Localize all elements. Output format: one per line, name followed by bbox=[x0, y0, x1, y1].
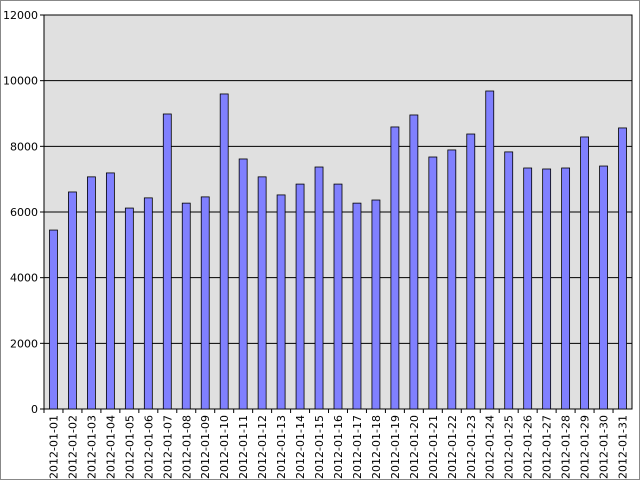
x-tick-label: 2012-01-10 bbox=[218, 415, 231, 479]
x-tick-label: 2012-01-16 bbox=[332, 415, 345, 479]
x-tick-label: 2012-01-15 bbox=[313, 415, 326, 479]
bar bbox=[523, 167, 533, 410]
y-tick-label: 12000 bbox=[3, 9, 38, 22]
y-tick-label: 0 bbox=[31, 403, 38, 416]
bar bbox=[87, 176, 96, 410]
bar bbox=[561, 167, 571, 410]
bar bbox=[352, 202, 362, 410]
bar bbox=[276, 194, 286, 410]
bar bbox=[162, 113, 172, 410]
bar bbox=[618, 127, 627, 410]
y-tick-label: 2000 bbox=[10, 337, 38, 350]
x-tick-label: 2012-01-19 bbox=[389, 415, 402, 479]
bar bbox=[257, 176, 267, 410]
bar bbox=[238, 158, 248, 410]
x-tick-label: 2012-01-12 bbox=[256, 415, 269, 479]
bar bbox=[49, 229, 58, 410]
bar bbox=[409, 114, 419, 410]
y-tick-label: 6000 bbox=[10, 206, 38, 219]
bar bbox=[485, 90, 495, 410]
bar bbox=[580, 136, 589, 410]
x-tick-label: 2012-01-02 bbox=[66, 415, 79, 479]
y-tick-label: 10000 bbox=[3, 75, 38, 88]
bar bbox=[68, 191, 77, 410]
bar bbox=[390, 126, 400, 410]
x-tick-label: 2012-01-23 bbox=[465, 415, 478, 479]
bar bbox=[295, 183, 305, 410]
y-tick-label: 4000 bbox=[10, 272, 38, 285]
x-tick-label: 2012-01-24 bbox=[484, 415, 497, 479]
bar bbox=[219, 93, 229, 410]
x-tick-label: 2012-01-21 bbox=[427, 415, 440, 479]
bar bbox=[428, 156, 438, 410]
x-tick-label: 2012-01-31 bbox=[617, 415, 630, 479]
x-tick-label: 2012-01-28 bbox=[560, 415, 573, 479]
x-tick-label: 2012-01-08 bbox=[180, 415, 193, 479]
x-tick-label: 2012-01-22 bbox=[446, 415, 459, 479]
x-tick-label: 2012-01-07 bbox=[161, 415, 174, 479]
x-tick-label: 2012-01-09 bbox=[199, 415, 212, 479]
bar bbox=[466, 133, 476, 410]
bar bbox=[447, 149, 457, 410]
x-tick-label: 2012-01-26 bbox=[522, 415, 535, 479]
bar bbox=[314, 166, 324, 410]
y-tick-label: 8000 bbox=[10, 140, 38, 153]
bar bbox=[181, 202, 191, 410]
x-tick-label: 2012-01-01 bbox=[47, 415, 60, 479]
bar bbox=[371, 199, 381, 410]
bar bbox=[504, 151, 514, 410]
bar bbox=[124, 207, 134, 410]
x-tick-label: 2012-01-29 bbox=[579, 415, 592, 479]
x-tick-label: 2012-01-27 bbox=[541, 415, 554, 479]
x-tick-label: 2012-01-25 bbox=[503, 415, 516, 479]
x-tick-label: 2012-01-06 bbox=[142, 415, 155, 479]
bar bbox=[143, 197, 153, 410]
bar bbox=[542, 168, 552, 410]
x-tick-label: 2012-01-14 bbox=[294, 415, 307, 479]
x-tick-label: 2012-01-20 bbox=[408, 415, 421, 479]
bar bbox=[599, 165, 608, 410]
bar bbox=[105, 172, 115, 410]
x-tick-label: 2012-01-17 bbox=[351, 415, 364, 479]
x-tick-label: 2012-01-11 bbox=[237, 415, 250, 479]
x-tick-label: 2012-01-05 bbox=[123, 415, 136, 479]
bar bbox=[200, 196, 210, 410]
x-tick-label: 2012-01-13 bbox=[275, 415, 288, 479]
x-tick-label: 2012-01-30 bbox=[598, 415, 611, 479]
x-tick-label: 2012-01-04 bbox=[104, 415, 117, 479]
x-tick-label: 2012-01-03 bbox=[85, 415, 98, 479]
bar bbox=[333, 183, 343, 410]
x-tick-label: 2012-01-18 bbox=[370, 415, 383, 479]
